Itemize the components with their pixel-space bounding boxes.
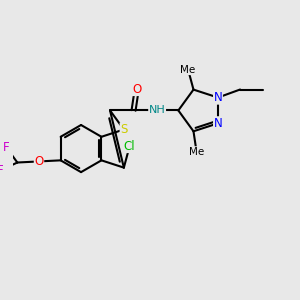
- Text: Me: Me: [189, 147, 204, 157]
- Text: O: O: [34, 155, 43, 168]
- Text: S: S: [120, 123, 128, 136]
- Text: Cl: Cl: [124, 140, 136, 152]
- Text: N: N: [214, 117, 222, 130]
- Text: F: F: [3, 141, 10, 154]
- Text: O: O: [132, 82, 141, 95]
- Text: NH: NH: [149, 105, 166, 116]
- Text: Me: Me: [181, 64, 196, 75]
- Text: N: N: [214, 91, 222, 104]
- Text: F: F: [0, 164, 3, 177]
